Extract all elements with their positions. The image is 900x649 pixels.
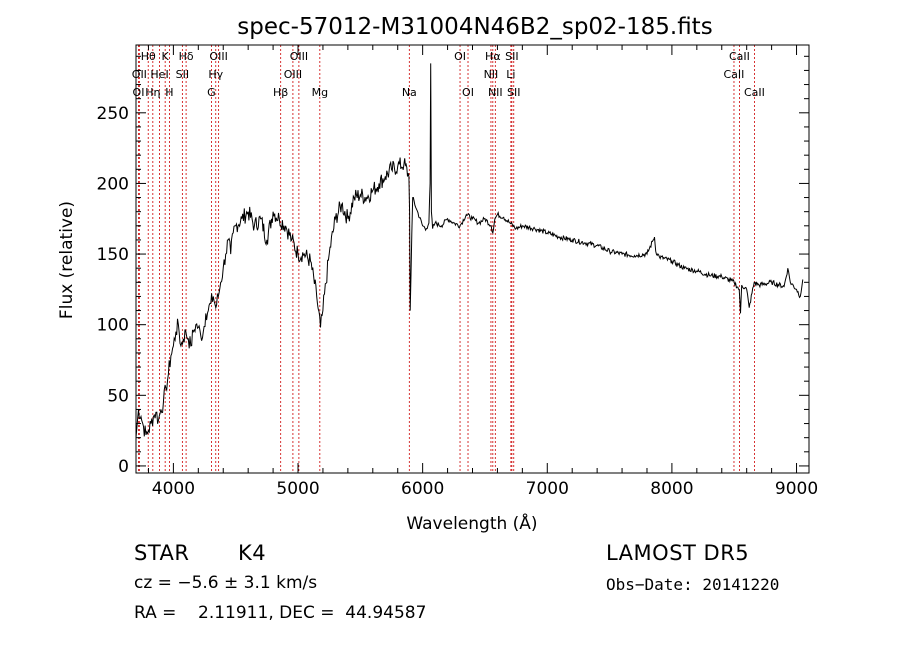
y-tick-label: 0 [118,457,129,477]
x-tick-label: 4000 [152,479,195,499]
spectral-line-label: Hη [145,86,160,99]
y-axis-label: Flux (relative) [57,201,77,319]
spectral-line-label: SII [505,50,518,63]
y-tick-label: 50 [107,386,129,406]
axis-tick-labels: 4000 5000 6000 7000 8000 9000 0 50 100 150 200 250 [97,104,819,499]
spectral-line-label: Li [506,68,515,81]
spectral-line-label: H [165,86,173,99]
spectral-line-label: SII [507,86,520,99]
spectral-line-label: Hγ [208,68,223,81]
spectral-line-label: CaII [724,68,745,81]
observation-date: Obs−Date: 20141220 [606,575,780,594]
coordinates-readout: RA = 2.11911, DEC = 44.94587 [134,603,427,623]
spectral-line-label: Hβ [273,86,288,99]
spectral-line-label: Hδ [179,50,194,63]
spectral-line-label: CaII [729,50,750,63]
spectral-line-label: OIII [284,68,302,81]
x-tick-label: 9000 [775,479,818,499]
spectral-line-label: G [207,86,216,99]
spectral-line-label: CaII [744,86,765,99]
axis-ticks [136,45,809,473]
y-tick-label: 100 [97,316,129,336]
plot-frame [135,44,810,474]
y-tick-label: 150 [97,245,129,265]
chart-title: spec-57012-M31004N46B2_sp02-185.fits [237,14,712,40]
object-subclass: K4 [238,541,267,565]
spectral-line-label: NII [488,86,503,99]
spectral-line-label: Hθ [141,50,156,63]
x-tick-label: 7000 [526,479,569,499]
spectral-line-label: K [162,50,170,63]
spectral-line-label: OIII [290,50,308,63]
redshift-readout: cz = −5.6 ± 3.1 km/s [134,573,318,593]
object-class: STAR [134,541,190,565]
spectral-line-markers [138,45,755,473]
spectral-line-label: OI [454,50,466,63]
x-tick-label: 6000 [401,479,444,499]
spectrum-series-line [135,63,804,438]
y-tick-label: 200 [97,174,129,194]
x-axis-label: Wavelength (Å) [406,512,537,534]
spectral-line-label: Hα [485,50,501,63]
spectral-line-label: SII [176,68,189,81]
x-tick-label: 8000 [650,479,693,499]
spectral-line-label: HeI [150,68,168,81]
survey-name: LAMOST DR5 [606,541,750,565]
spectral-line-label: OI [133,86,145,99]
spectral-line-label: NII [484,68,499,81]
y-tick-label: 250 [97,104,129,124]
x-tick-label: 5000 [276,479,319,499]
spectral-line-label: OIII [209,50,227,63]
spectral-line-label: Na [402,86,417,99]
spectral-line-label: OI [462,86,474,99]
spectral-line-label: Mg [312,86,328,99]
